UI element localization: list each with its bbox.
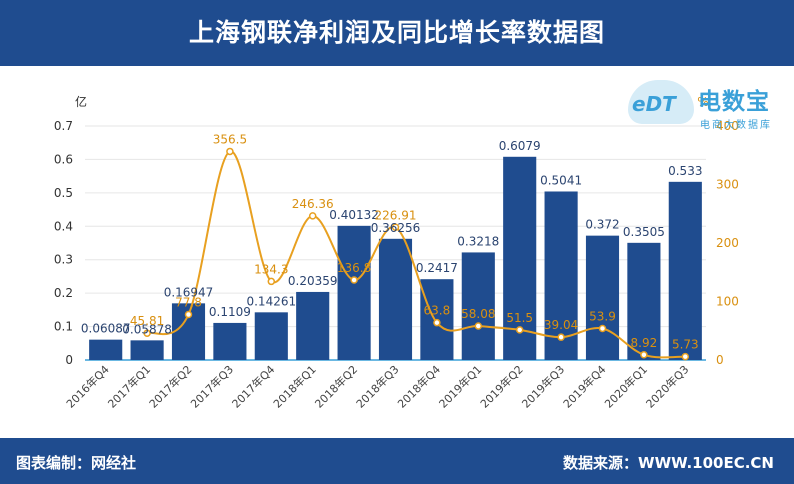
y-tick-left: 0 [65,353,73,367]
chart: 0 0.1 0.2 0.3 0.4 0.5 0.6 0.7 0 100 200 300 400 亿 % 201… [54,94,739,411]
title-banner: 上海钢联净利润及同比增长率数据图 [0,0,794,66]
x-tick-label: 2019年Q4 [560,362,609,411]
line-point [143,329,151,337]
line-point [391,223,400,232]
x-tick-label: 2017年Q1 [105,362,154,411]
bar-data-label: 0.533 [668,164,702,178]
y-tick-left: 0.7 [54,119,73,133]
x-tick-label: 2020年Q1 [601,362,650,411]
line-data-label: 39.04 [544,318,578,332]
y-axis-label-right: % [697,95,708,109]
line-point [184,310,193,319]
bar-data-label: 0.16947 [164,285,214,299]
logo: eDT 电数宝 电商大数据库 [624,74,784,138]
line-point [350,276,358,284]
x-tick-label: 2017年Q2 [146,362,195,411]
cloud-icon [628,80,694,124]
bar [461,252,495,360]
line-data-label: 77.8 [175,295,202,309]
bar-data-label: 0.14261 [246,294,296,308]
y-tick-left: 0.5 [54,186,73,200]
bar [296,291,330,360]
line-point [557,333,565,341]
bar-data-label: 0.5041 [540,173,582,187]
line-point [598,324,607,333]
line-data-label: 58.08 [461,307,495,321]
x-tick-label: 2018年Q4 [394,362,443,411]
line-data-label: 356.5 [213,132,247,146]
logo-mark: eDT [632,92,676,116]
bar-data-label: 0.1109 [209,305,251,319]
bar-data-label: 0.05878 [122,322,172,336]
x-tick-label: 2016年Q4 [63,362,112,411]
y-tick-right: 400 [716,119,739,133]
line-data-label: 226.91 [375,208,417,222]
y-tick-right: 200 [716,236,739,250]
bar [130,340,164,360]
bar-data-label: 0.3505 [623,225,665,239]
x-tick-label: 2017年Q3 [187,362,236,411]
bar-data-label: 0.36256 [371,221,421,235]
line-point [433,318,441,327]
logo-brand: 电数宝 [698,89,770,115]
y-tick-left: 0.1 [54,320,73,334]
logo-sub: 电商大数据库 [700,120,772,131]
page-title: 上海钢联净利润及同比增长率数据图 [188,18,605,47]
line-point [515,326,524,334]
y-tick-left: 0.6 [54,152,73,166]
bar-data-label: 0.372 [585,218,619,232]
bar [544,191,578,360]
line-data-label: 51.5 [506,311,533,325]
line-point [308,212,317,220]
bar [254,312,288,360]
bar [668,181,702,360]
x-tick-label: 2018年Q1 [270,362,319,411]
x-tick-label: 2019年Q1 [436,362,485,411]
footer-credit: 图表编制：网经社 [16,454,137,472]
y-tick-left: 0.2 [54,286,73,300]
x-tick-label: 2020年Q3 [643,362,692,411]
line-data-label: 136.8 [337,261,371,275]
line-point [474,322,483,330]
line-data-label: 246.36 [292,197,334,211]
bar [89,339,123,360]
line-point [226,147,234,156]
line-point [640,351,648,359]
line-data-label: 8.92 [631,336,658,350]
x-tick-label: 2018年Q3 [353,362,402,411]
line-data-label: 45.81 [130,314,164,328]
line-data-label: 5.73 [672,338,699,352]
y-axis-label-left: 亿 [75,94,87,109]
x-tick-label: 2017年Q4 [229,362,278,411]
y-tick-left: 0.4 [54,219,73,233]
bar-data-label: 0.2417 [416,261,458,275]
line-point [681,352,690,361]
y-tick-right: 300 [716,178,739,192]
line-point [267,277,276,286]
x-tick-label: 2018年Q2 [312,362,361,411]
bar [213,322,247,360]
bar-data-label: 0.40132 [329,208,379,222]
bar [337,225,371,360]
line-data-label: 53.9 [589,309,616,323]
x-tick-label: 2019年Q3 [519,362,568,411]
bar [585,235,620,360]
bar [378,238,413,360]
bar-data-label: 0.6079 [499,139,541,153]
bar [627,242,661,360]
y-tick-left: 0.3 [54,253,73,267]
bar-data-label: 0.20359 [288,274,338,288]
footer-banner: 图表编制：网经社 数据来源：WWW.100EC.CN [0,438,794,484]
x-tick-label: 2019年Q2 [477,362,526,411]
line-data-label: 134.3 [254,262,288,276]
line-data-label: 63.8 [424,304,451,318]
y-tick-right: 0 [716,353,724,367]
y-tick-right: 100 [716,295,739,309]
bar-data-label: 0.3218 [457,234,499,248]
bar-data-label: 0.06087 [81,322,131,336]
footer-source: 数据来源：WWW.100EC.CN [563,454,774,472]
